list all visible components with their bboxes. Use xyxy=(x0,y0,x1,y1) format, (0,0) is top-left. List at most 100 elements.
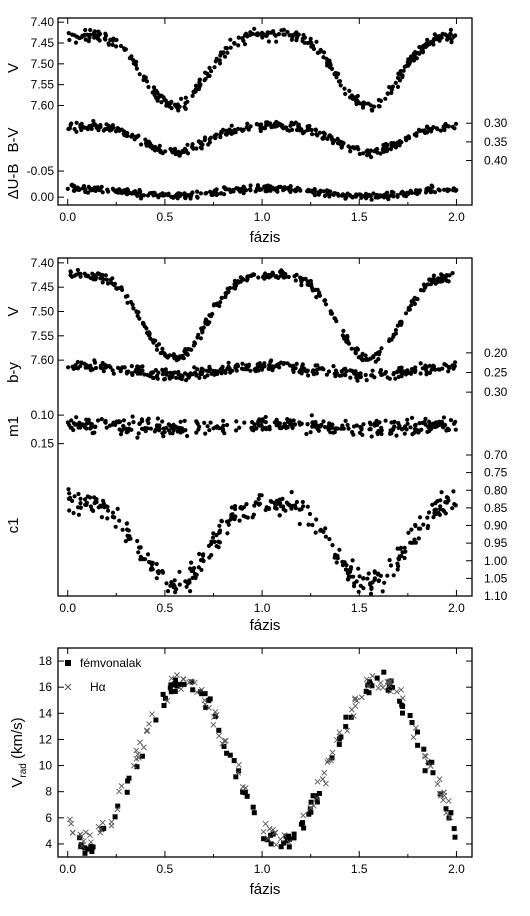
data-point xyxy=(430,189,435,194)
rv-point-halpha xyxy=(427,763,434,769)
data-point xyxy=(344,339,349,344)
data-point xyxy=(105,516,110,521)
data-point xyxy=(305,422,310,427)
data-point xyxy=(283,272,288,277)
data-point xyxy=(368,591,374,596)
rv-point-metal xyxy=(250,804,256,810)
rv-point-metal xyxy=(90,844,96,850)
rv-point-halpha xyxy=(386,678,393,685)
data-point xyxy=(72,494,77,499)
data-point xyxy=(376,104,381,109)
data-point xyxy=(88,27,93,33)
data-point xyxy=(106,41,111,46)
data-point xyxy=(441,415,446,420)
rv-point-metal xyxy=(176,681,182,687)
data-point xyxy=(440,273,445,278)
data-point xyxy=(220,367,225,372)
data-point xyxy=(242,420,247,425)
data-point xyxy=(453,188,458,193)
data-point xyxy=(123,294,128,299)
rv-point-halpha xyxy=(377,680,384,686)
data-point xyxy=(130,414,135,419)
rv-point-metal xyxy=(173,677,178,683)
data-point xyxy=(184,584,189,589)
data-point xyxy=(278,269,283,274)
data-point xyxy=(92,430,97,435)
data-point xyxy=(331,191,337,196)
data-point xyxy=(168,431,173,436)
data-point xyxy=(137,368,142,373)
data-point xyxy=(161,370,166,375)
data-point xyxy=(248,124,253,129)
data-point xyxy=(145,552,151,557)
data-point xyxy=(386,197,391,202)
data-point xyxy=(270,270,275,275)
data-point xyxy=(191,146,196,151)
data-point xyxy=(408,425,413,430)
data-point xyxy=(387,558,392,563)
rv-point-metal xyxy=(181,681,187,687)
data-point xyxy=(143,429,148,434)
data-point xyxy=(384,146,389,151)
data-point xyxy=(214,190,219,195)
rv-point-metal xyxy=(452,834,458,840)
rv-point-halpha xyxy=(140,744,147,751)
rv-point-metal xyxy=(422,768,428,774)
plot-frame xyxy=(57,257,473,597)
data-point xyxy=(73,40,79,45)
data-point xyxy=(192,365,197,370)
data-point xyxy=(327,537,332,542)
data-point xyxy=(88,186,93,192)
data-point xyxy=(78,501,83,506)
rv-point-metal xyxy=(381,669,387,675)
data-point xyxy=(85,190,91,195)
x-tick-label: 0.5 xyxy=(157,210,174,224)
data-point xyxy=(124,133,129,138)
data-point xyxy=(329,311,334,316)
data-point xyxy=(423,416,428,421)
data-point xyxy=(207,65,212,70)
data-point xyxy=(257,417,262,422)
data-point xyxy=(237,425,242,430)
data-point xyxy=(234,419,239,424)
data-point xyxy=(221,423,226,428)
data-point xyxy=(201,558,206,564)
data-point xyxy=(188,566,193,571)
data-point xyxy=(259,367,265,372)
rv-point-metal xyxy=(399,702,405,708)
data-point xyxy=(228,37,233,42)
data-point xyxy=(402,64,407,69)
data-point xyxy=(378,151,383,156)
data-point xyxy=(183,428,188,433)
data-point xyxy=(369,434,374,439)
data-point xyxy=(243,33,248,38)
data-point xyxy=(413,191,418,196)
data-point xyxy=(363,372,368,378)
data-point xyxy=(228,368,233,373)
data-point xyxy=(221,418,226,423)
rv-point-halpha xyxy=(137,739,143,746)
data-point xyxy=(383,96,388,101)
data-point xyxy=(389,90,394,96)
data-point xyxy=(66,496,71,501)
data-point xyxy=(418,288,424,293)
data-point xyxy=(88,504,93,509)
data-point xyxy=(300,363,305,369)
data-point xyxy=(343,91,348,96)
data-point xyxy=(194,83,199,88)
data-point xyxy=(189,560,194,565)
data-point xyxy=(409,415,415,420)
rv-point-metal xyxy=(308,799,314,805)
data-point xyxy=(289,490,294,495)
data-point xyxy=(414,56,419,61)
data-point xyxy=(242,42,248,47)
data-point xyxy=(228,45,233,50)
data-point xyxy=(418,371,423,376)
rv-point-halpha xyxy=(310,802,317,809)
data-point xyxy=(162,351,167,356)
data-point xyxy=(250,515,255,520)
data-point xyxy=(116,190,121,195)
data-point xyxy=(282,421,287,426)
data-point xyxy=(134,310,139,315)
y-tick-label: 12 xyxy=(39,732,53,746)
